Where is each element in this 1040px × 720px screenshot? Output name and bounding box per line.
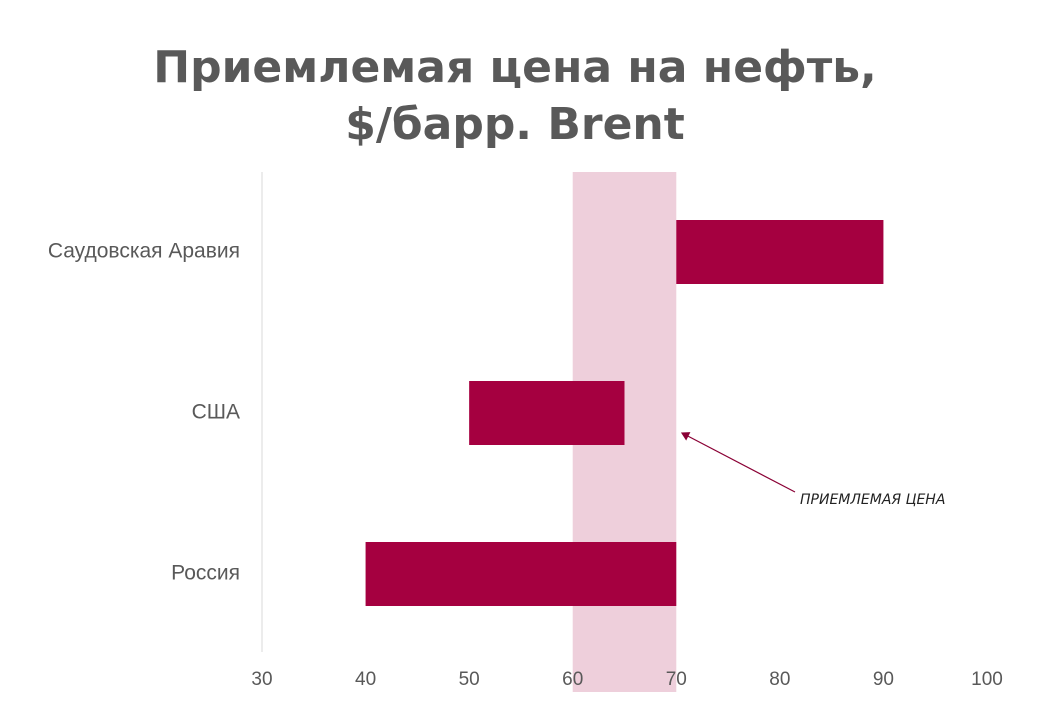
bar [365,542,677,606]
annotation-arrow [680,432,796,493]
bar [469,381,625,445]
annotation: ПРИЕМЛЕМАЯ ЦЕНА [800,492,945,508]
x-tick-label: 60 [562,669,583,690]
x-tick-label: 40 [355,669,376,690]
x-tick-label: 70 [666,669,687,690]
y-tick-label: США [192,401,240,424]
x-tick-label: 100 [971,669,1003,690]
y-tick-label: Россия [171,562,240,585]
chart-title: $/барр. Brent [345,99,685,150]
x-tick-label: 30 [251,669,272,690]
x-tick-label: 90 [873,669,894,690]
x-tick-label: 50 [459,669,480,690]
chart-title: Приемлемая цена на нефть, [153,42,876,93]
y-tick-label: Саудовская Аравия [48,240,240,263]
x-tick-label: 80 [769,669,790,690]
bar [676,220,884,284]
